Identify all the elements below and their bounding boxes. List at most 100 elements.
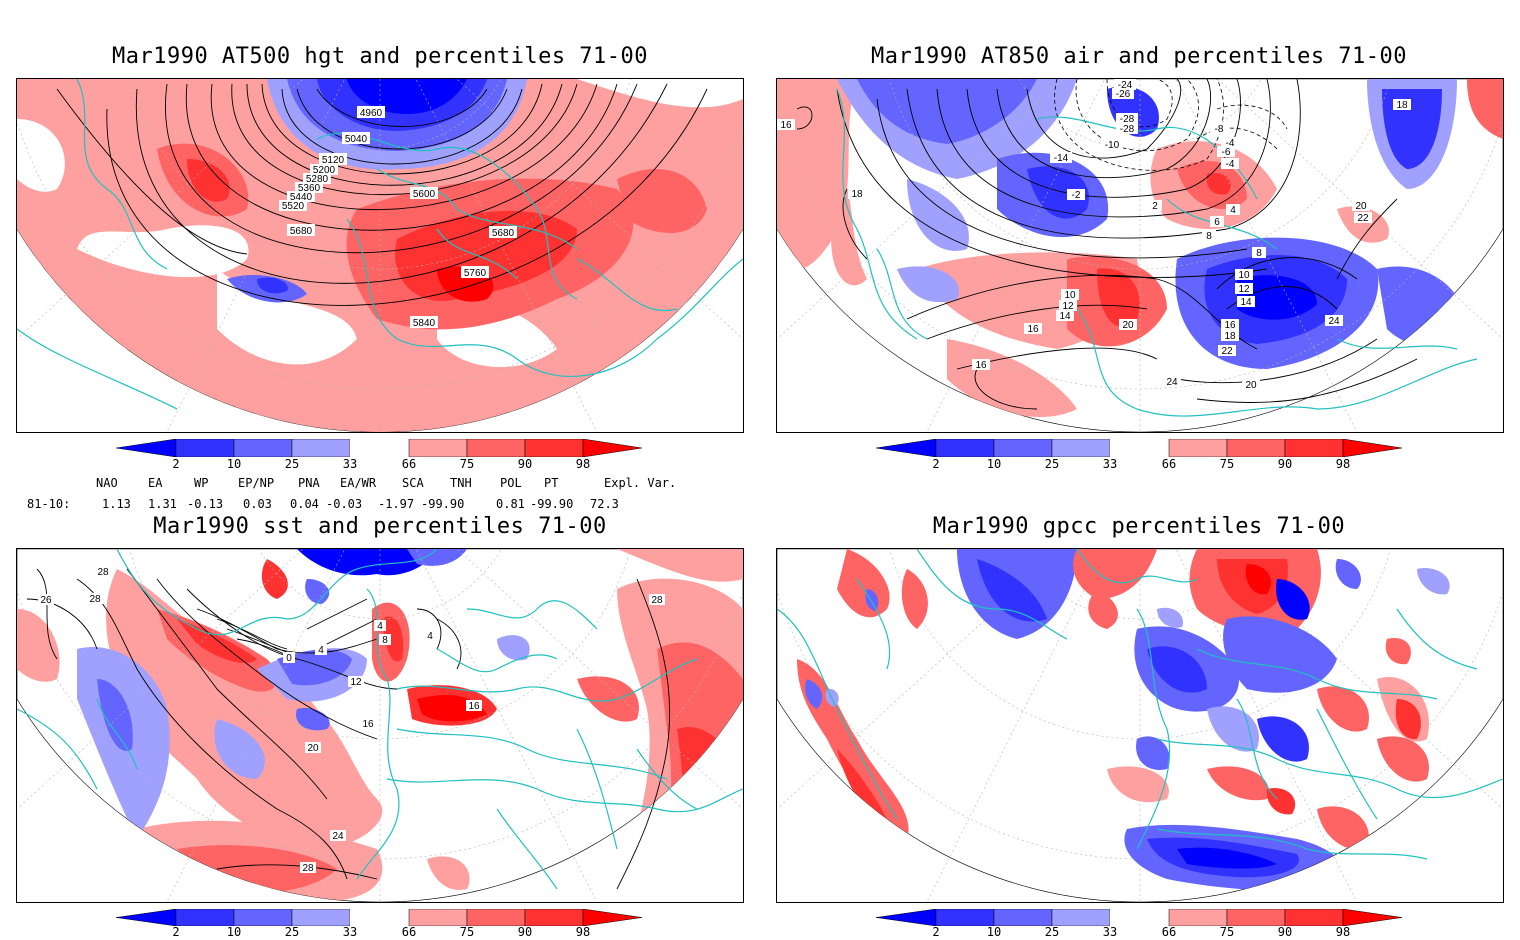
svg-text:12: 12 <box>1062 301 1074 312</box>
colorbar-label: 25 <box>1044 457 1060 471</box>
index-value: -99.90 <box>530 497 574 511</box>
panel-title-air: Mar1990 AT850 air and percentiles 71-00 <box>870 44 1408 69</box>
colorbar-label: 98 <box>1335 925 1351 939</box>
contour-label: -28 <box>1116 123 1138 135</box>
contour-label: 2 <box>1148 200 1162 212</box>
svg-text:6: 6 <box>1214 217 1220 228</box>
contour-label: 8 <box>1252 247 1266 259</box>
contour-label: 5520 <box>279 200 307 212</box>
svg-text:24: 24 <box>1328 316 1340 327</box>
contour-label: 4 <box>315 644 327 656</box>
contour-label: 28 <box>300 862 316 874</box>
index-header: PT <box>544 476 559 490</box>
contour-label: 5280 <box>303 173 331 185</box>
contour-label: 28 <box>649 594 665 606</box>
index-value: -0.13 <box>187 497 224 511</box>
svg-text:24: 24 <box>332 831 344 842</box>
contour-label: -10 <box>1101 139 1123 151</box>
index-header: WP <box>194 476 209 490</box>
colorbar-label: 10 <box>986 925 1002 939</box>
svg-text:-4: -4 <box>1226 138 1235 149</box>
colorbar-label: 2 <box>172 925 180 939</box>
colorbar-label: 75 <box>459 925 475 939</box>
index-header: Expl. Var. <box>604 476 677 490</box>
contour-label: -2 <box>1067 189 1085 201</box>
colorbar-label: 90 <box>517 925 533 939</box>
contour-label: 5760 <box>461 266 489 279</box>
contour-label: 12 <box>1235 283 1253 295</box>
svg-text:5440: 5440 <box>290 192 313 203</box>
colorbar-label: 66 <box>401 457 417 471</box>
svg-text:-4: -4 <box>1226 159 1235 170</box>
panel-title-gpcc: Mar1990 gpcc percentiles 71-00 <box>932 514 1346 539</box>
svg-text:20: 20 <box>1122 320 1134 331</box>
index-header: EA/WR <box>340 476 377 490</box>
svg-text:14: 14 <box>1059 311 1071 322</box>
contour-label: 16 <box>972 359 990 371</box>
contour-label: 5120 <box>319 153 347 166</box>
svg-text:-10: -10 <box>1105 140 1120 151</box>
contour-label: 5440 <box>287 191 315 203</box>
contour-label: 20 <box>1352 200 1370 212</box>
svg-text:28: 28 <box>651 595 663 606</box>
contour-label: 12 <box>1059 300 1077 312</box>
panel-title-hgt: Mar1990 AT500 hgt and percentiles 71-00 <box>111 44 649 69</box>
index-header: EA <box>148 476 163 490</box>
contour-label: 18 <box>1221 330 1239 342</box>
colorbar-label: 33 <box>342 457 358 471</box>
colorbar-label: 10 <box>226 925 242 939</box>
svg-text:16: 16 <box>362 719 374 730</box>
svg-text:12: 12 <box>350 677 362 688</box>
contour-label: 10 <box>1061 289 1079 301</box>
contour-label: -4 <box>1221 158 1239 170</box>
colorbar-air: 2 10 25 33 66 75 90 98 <box>875 438 1406 473</box>
svg-text:18: 18 <box>1224 331 1236 342</box>
colorbar-label: 66 <box>401 925 417 939</box>
contour-label: 10 <box>1235 269 1253 281</box>
index-value: 0.81 <box>496 497 525 511</box>
contour-label: 5680 <box>287 224 315 237</box>
map-hgt: 4960 5040 5120 5200 5280 5360 5440 5520 … <box>16 78 744 433</box>
svg-text:5200: 5200 <box>313 165 336 176</box>
svg-text:22: 22 <box>1221 346 1233 357</box>
contour-label: 4 <box>374 620 386 632</box>
contour-label: 28 <box>95 566 111 578</box>
colorbar-label: 10 <box>986 457 1002 471</box>
colorbar-hgt: 2 10 25 33 66 75 90 98 <box>115 438 646 473</box>
svg-text:28: 28 <box>97 567 109 578</box>
contour-label: 18 <box>848 188 866 200</box>
contour-label: 20 <box>305 742 321 754</box>
index-value: 1.13 <box>102 497 131 511</box>
svg-text:8: 8 <box>1206 231 1212 242</box>
contour-label: 16 <box>360 718 376 730</box>
contour-label: 24 <box>1325 315 1343 327</box>
svg-text:4960: 4960 <box>360 108 383 119</box>
contour-label: 6 <box>1210 216 1224 228</box>
contour-label: 5040 <box>342 132 370 145</box>
contour-label: 22 <box>1354 212 1372 224</box>
colorbar-label: 33 <box>1102 457 1118 471</box>
svg-text:18: 18 <box>1396 100 1408 111</box>
svg-text:16: 16 <box>468 701 480 712</box>
svg-text:22: 22 <box>1357 213 1369 224</box>
colorbar-label: 2 <box>932 925 940 939</box>
map-gpcc <box>776 548 1504 903</box>
svg-text:-28: -28 <box>1120 114 1135 125</box>
contour-label: 24 <box>330 830 346 842</box>
contour-label: 4 <box>1226 204 1240 216</box>
contour-label: 8 <box>1202 230 1216 242</box>
index-header: SCA <box>402 476 424 490</box>
svg-text:24: 24 <box>1166 377 1178 388</box>
index-value: 0.03 <box>243 497 272 511</box>
svg-text:28: 28 <box>302 863 314 874</box>
index-value: -1.97 <box>378 497 415 511</box>
svg-text:20: 20 <box>307 743 319 754</box>
colorbar-label: 90 <box>517 457 533 471</box>
contour-label: -8 <box>1210 123 1228 135</box>
index-value: -99.90 <box>421 497 465 511</box>
colorbar-gpcc: 2 10 25 33 66 75 90 98 <box>875 908 1406 940</box>
colorbar-label: 98 <box>1335 457 1351 471</box>
panel-title-sst: Mar1990 sst and percentiles 71-00 <box>153 514 607 539</box>
contour-label: 0 <box>283 652 295 664</box>
contour-label: 16 <box>466 700 482 712</box>
